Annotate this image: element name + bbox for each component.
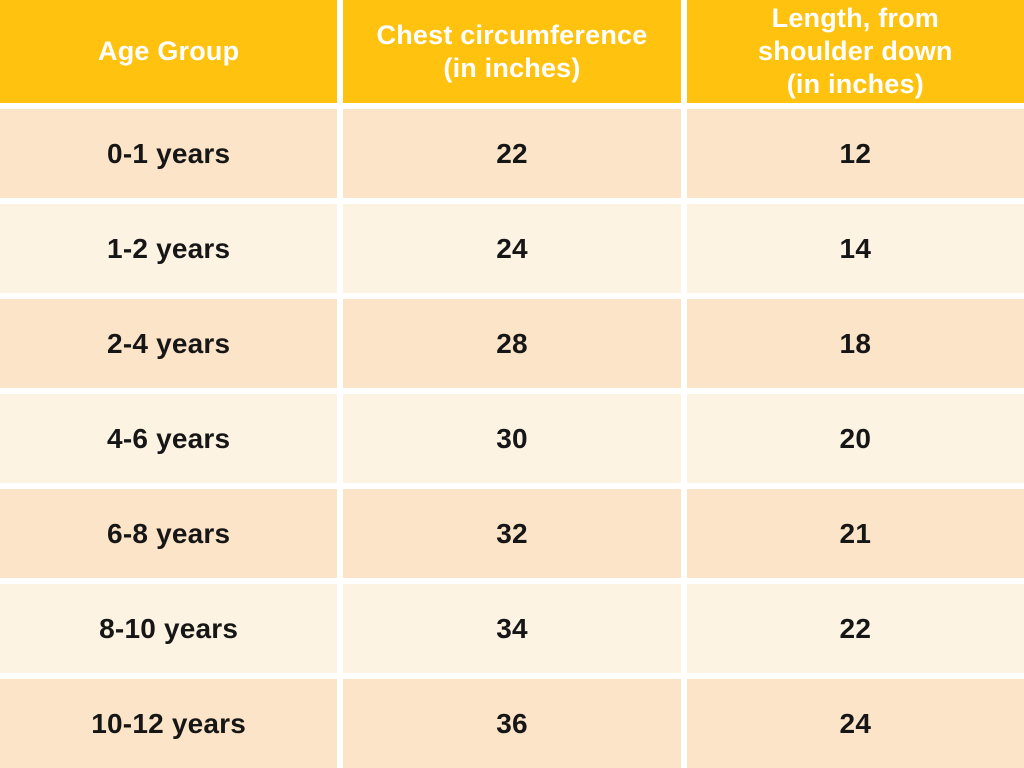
cell-chest: 22 <box>343 109 681 198</box>
cell-age-group: 2-4 years <box>0 299 338 388</box>
cell-chest: 34 <box>343 584 681 673</box>
column-header-age-group: Age Group <box>0 0 338 103</box>
cell-length: 22 <box>686 584 1024 673</box>
cell-age-group: 10-12 years <box>0 679 338 768</box>
cell-age-group: 6-8 years <box>0 489 338 578</box>
cell-length: 21 <box>686 489 1024 578</box>
cell-age-group: 1-2 years <box>0 204 338 293</box>
cell-age-group: 0-1 years <box>0 109 338 198</box>
cell-length: 24 <box>686 679 1024 768</box>
cell-chest: 32 <box>343 489 681 578</box>
cell-length: 14 <box>686 204 1024 293</box>
cell-age-group: 4-6 years <box>0 394 338 483</box>
cell-chest: 24 <box>343 204 681 293</box>
cell-length: 12 <box>686 109 1024 198</box>
cell-length: 18 <box>686 299 1024 388</box>
cell-length: 20 <box>686 394 1024 483</box>
column-header-length-shoulder-down: Length, from shoulder down (in inches) <box>686 0 1024 103</box>
cell-chest: 36 <box>343 679 681 768</box>
cell-age-group: 8-10 years <box>0 584 338 673</box>
cell-chest: 30 <box>343 394 681 483</box>
cell-chest: 28 <box>343 299 681 388</box>
column-header-chest-circumference: Chest circumference (in inches) <box>343 0 681 103</box>
